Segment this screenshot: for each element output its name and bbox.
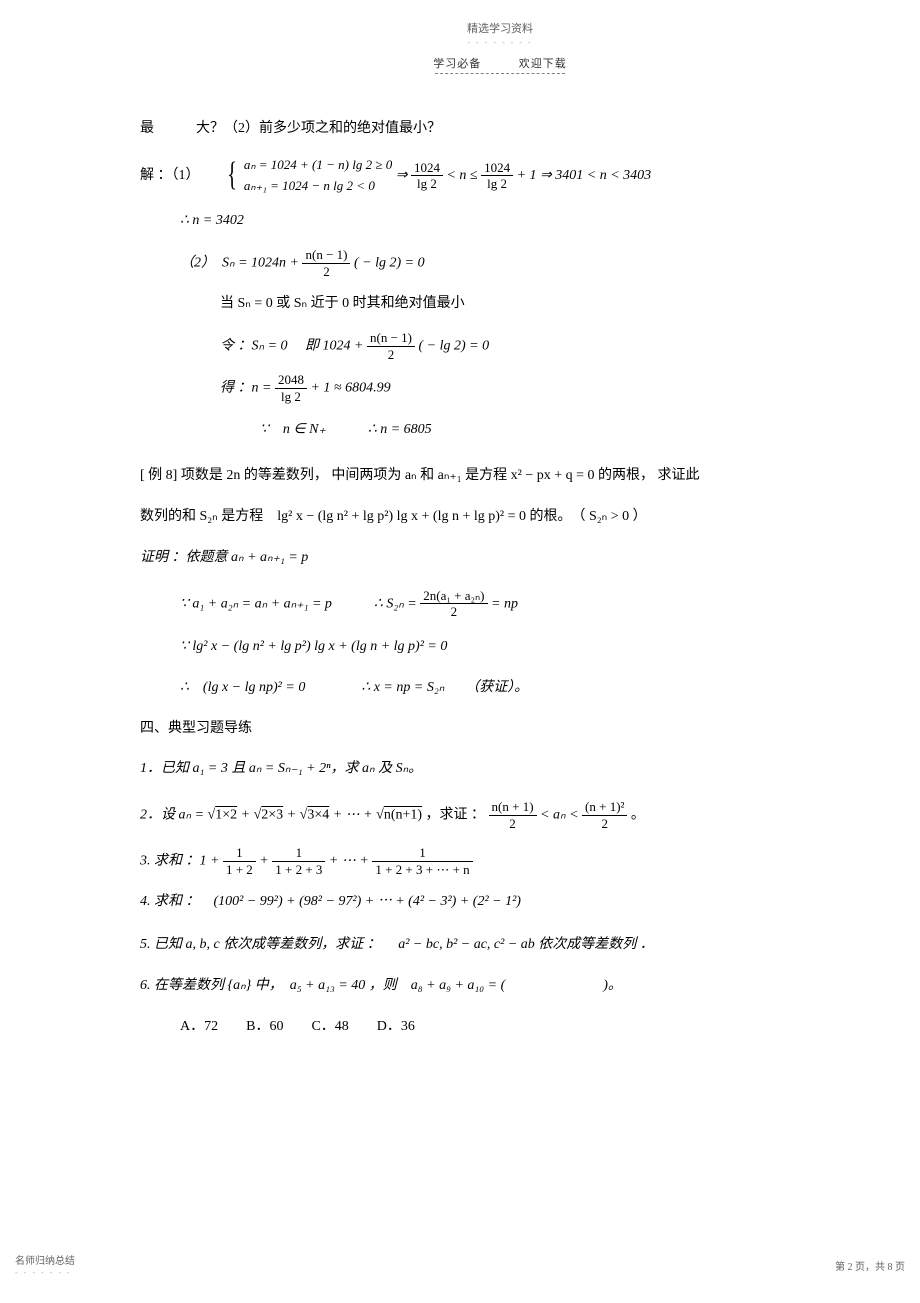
l11-den: 2	[420, 604, 487, 620]
frac2-den: lg 2	[481, 176, 513, 192]
l9b: 数列的和 S₂ₙ 是方程 lg² x − (lg n² + lg p²) lg …	[140, 502, 860, 533]
l9a: [ 例 8] 项数是 2n 的等差数列， 中间两项为 aₙ 和 aₙ₊₁ 是方程…	[140, 461, 860, 492]
l8: ∵ n ∈ N₊ ∴ n = 6805	[140, 415, 860, 446]
brace-bot: aₙ₊₁ = 1024 − n lg 2 < 0	[244, 178, 375, 193]
p2: 2．设 aₙ = √1×2 + √2×3 + √3×4 + ⋯ + √n(n+1…	[140, 799, 860, 831]
l12: ∵ lg² x − (lg n² + lg p²) lg x + (lg n +…	[140, 632, 860, 663]
footer-left: 名师归纳总结 - - - - - - -	[15, 1252, 75, 1278]
l4-num: n(n − 1)	[302, 247, 350, 264]
l11-frac: 2n(a₁ + a₂ₙ) 2	[420, 588, 487, 620]
sub-header-left: 学习必备	[433, 58, 481, 70]
l7-pre: 得 ：n =	[220, 381, 275, 396]
l6-frac: n(n − 1) 2	[367, 330, 415, 362]
mid-ineq: < n ≤	[446, 168, 481, 183]
p4: 4. 求和 ： (100² − 99²) + (98² − 97²) + ⋯ +…	[140, 887, 860, 918]
l7-tail: + 1 ≈ 6804.99	[310, 381, 390, 396]
l7-den: lg 2	[275, 389, 307, 405]
p2-f1d: 2	[489, 816, 537, 832]
p2-pre: 2．设 aₙ =	[140, 807, 208, 822]
document-page: 精选学习资料 - - - - - - - - 学习必备 欢迎下载 最 大？（2）…	[0, 0, 920, 1303]
l11-tail: = np	[491, 596, 518, 611]
l6-tail: ( − lg 2) = 0	[418, 338, 489, 353]
section-4-title: 四、典型习题导练	[140, 714, 860, 745]
p2-s4: n(n+1)	[384, 807, 422, 822]
l10: 证明 ：依题意 aₙ + aₙ₊₁ = p	[140, 543, 860, 574]
line-q: 最 大？（2）前多少项之和的绝对值最小？	[140, 114, 860, 145]
l11: ∵ a₁ + a₂ₙ = aₙ + aₙ₊₁ = p ∴ S₂ₙ = 2n(a₁…	[140, 588, 860, 620]
l3: ∴ n = 3402	[140, 206, 860, 237]
p3-fa: 1 1 + 2	[223, 845, 256, 877]
header-dots: - - - - - - - -	[140, 38, 860, 47]
l7-num: 2048	[275, 372, 307, 389]
p2-tail: 。	[631, 807, 645, 822]
brace-content: aₙ = 1024 + (1 − n) lg 2 ≥ 0 aₙ₊₁ = 1024…	[244, 155, 392, 197]
frac1: 1024 lg 2	[411, 160, 443, 192]
l11-pre: ∵ a₁ + a₂ₙ = aₙ + aₙ₊₁ = p ∴ S₂ₙ =	[180, 596, 420, 611]
p2-frac1: n(n + 1) 2	[489, 799, 537, 831]
top-header: 精选学习资料	[140, 20, 860, 36]
p2-f1n: n(n + 1)	[489, 799, 537, 816]
p2-s2: 2×3	[261, 807, 283, 822]
l2-tail: + 1 ⇒ 3401 < n < 3403	[517, 168, 652, 183]
p5: 5. 已知 a, b, c 依次成等差数列，求证 ： a² − bc, b² −…	[140, 930, 860, 961]
p3-fc: 1 1 + 2 + 3 + ⋯ + n	[372, 845, 472, 877]
left-brace: {	[227, 160, 237, 191]
solution-1: 解 ：（1） { aₙ = 1024 + (1 − n) lg 2 ≥ 0 aₙ…	[140, 155, 860, 197]
p3-ad: 1 + 2	[223, 862, 256, 878]
p2-s3: 3×4	[307, 807, 329, 822]
sub-header: 学习必备 欢迎下载	[140, 55, 860, 71]
p1: 1．已知 a₁ = 3 且 aₙ = Sₙ₋₁ + 2ⁿ，求 aₙ 及 Sₙ。	[140, 754, 860, 785]
p2-f2n: (n + 1)²	[582, 799, 627, 816]
brace-top: aₙ = 1024 + (1 − n) lg 2 ≥ 0	[244, 157, 392, 172]
footer-left-dots: - - - - - - -	[15, 1268, 72, 1277]
p3-fb: 1 1 + 2 + 3	[272, 845, 325, 877]
p3-cn: 1	[372, 845, 472, 862]
footer-right: 第 2 页，共 8 页	[835, 1258, 905, 1273]
sol1-pre: 解 ：（1）	[140, 168, 221, 183]
p2-s1: 1×2	[215, 807, 237, 822]
footer-left-text: 名师归纳总结	[15, 1256, 75, 1267]
l7: 得 ：n = 2048 lg 2 + 1 ≈ 6804.99	[140, 372, 860, 404]
l4-pre: （2） Sₙ = 1024n +	[180, 256, 302, 271]
sub-header-right: 欢迎下载	[519, 58, 567, 70]
p2-frac2: (n + 1)² 2	[582, 799, 627, 831]
header-underline	[435, 73, 565, 74]
l4-tail: ( − lg 2) = 0	[354, 256, 425, 271]
p3-bn: 1	[272, 845, 325, 862]
l6-pre: 令 ：Sₙ = 0 即 1024 +	[220, 338, 367, 353]
l4-den: 2	[302, 264, 350, 280]
p3: 3. 求和 ：1 + 1 1 + 2 + 1 1 + 2 + 3 + ⋯ + 1…	[140, 845, 860, 877]
content-body: 最 大？（2）前多少项之和的绝对值最小？ 解 ：（1） { aₙ = 1024 …	[140, 114, 860, 1043]
p3-bd: 1 + 2 + 3	[272, 862, 325, 878]
l6: 令 ：Sₙ = 0 即 1024 + n(n − 1) 2 ( − lg 2) …	[140, 330, 860, 362]
p3-cd: 1 + 2 + 3 + ⋯ + n	[372, 862, 472, 878]
l4: （2） Sₙ = 1024n + n(n − 1) 2 ( − lg 2) = …	[140, 247, 860, 279]
p3-pre: 3. 求和 ：1 +	[140, 854, 223, 869]
l5: 当 Sₙ = 0 或 Sₙ 近于 0 时其和绝对值最小	[140, 289, 860, 320]
frac2-num: 1024	[481, 160, 513, 177]
frac1-num: 1024	[411, 160, 443, 177]
p2-f2d: 2	[582, 816, 627, 832]
arrow1: ⇒	[396, 168, 411, 183]
l6-den: 2	[367, 347, 415, 363]
l6-num: n(n − 1)	[367, 330, 415, 347]
frac2: 1024 lg 2	[481, 160, 513, 192]
l13: ∴ (lg x − lg np)² = 0 ∴ x = np = S₂ₙ （获证…	[140, 673, 860, 704]
l4-frac: n(n − 1) 2	[302, 247, 350, 279]
p6-opts: A．72 B．60 C．48 D．36	[140, 1012, 860, 1043]
p3-an: 1	[223, 845, 256, 862]
p2-mid: ，求证 ：	[426, 807, 486, 822]
p6: 6. 在等差数列 {aₙ} 中， a₅ + a₁₃ = 40 ，则 a₈ + a…	[140, 971, 860, 1002]
l7-frac: 2048 lg 2	[275, 372, 307, 404]
p2-lt: < aₙ <	[540, 807, 582, 822]
l11-num: 2n(a₁ + a₂ₙ)	[420, 588, 487, 605]
frac1-den: lg 2	[411, 176, 443, 192]
